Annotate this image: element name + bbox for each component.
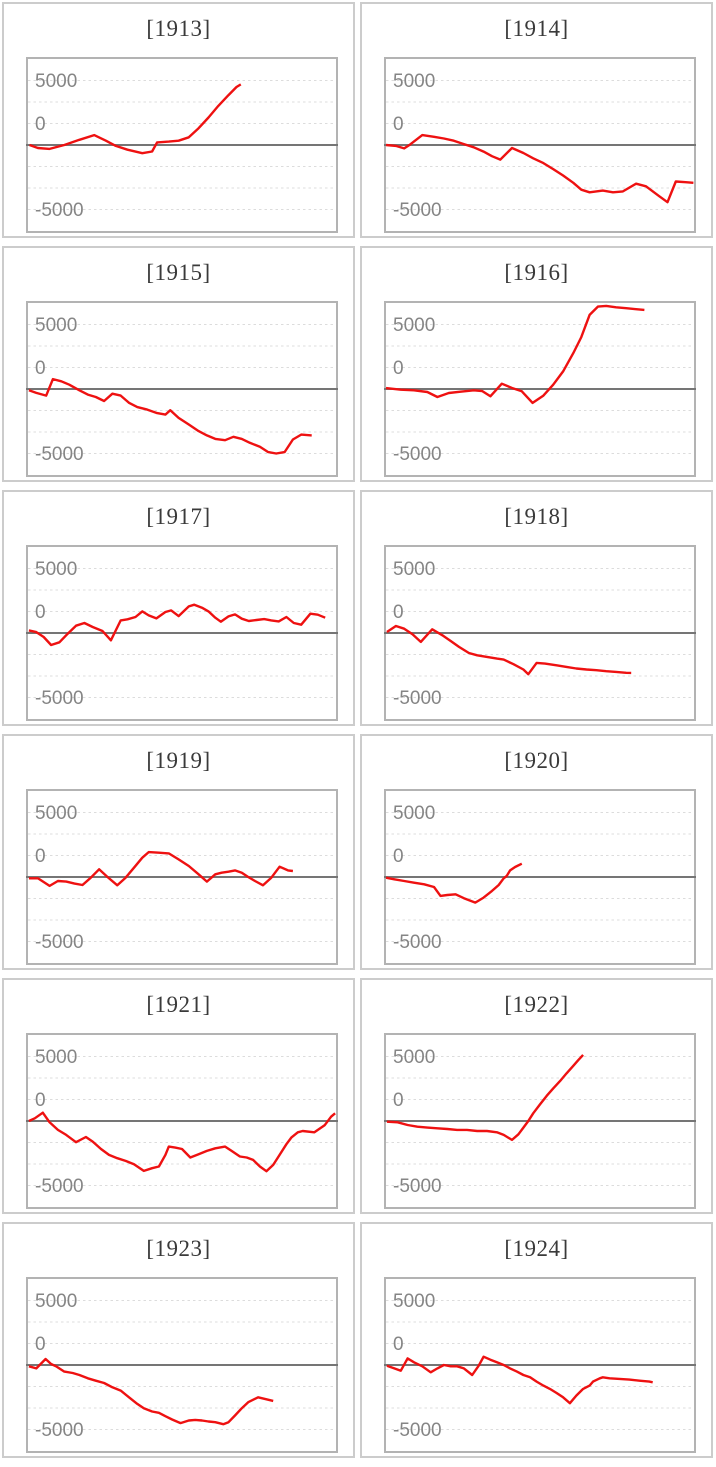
y-tick-label: 5000 (393, 315, 435, 336)
data-line-1924 (386, 1355, 653, 1405)
chart-canvas: 5000 0 -5000 (26, 1047, 338, 1197)
data-line-1920 (385, 862, 523, 904)
chart-tile-1917: [1917] 5000 0 -5000 (2, 490, 355, 726)
chart-tile-1914: [1914] 5000 0 -5000 (360, 2, 713, 238)
y-tick-label: 5000 (35, 1047, 77, 1068)
chart-title-1918: [1918] (504, 504, 569, 529)
data-line-1923 (28, 1357, 274, 1426)
y-tick-label: 0 (35, 1090, 46, 1111)
chart-tile-1924: [1924] 5000 0 -5000 (360, 1222, 713, 1458)
data-line-1919 (28, 850, 294, 888)
chart-canvas: 5000 0 -5000 (26, 1291, 338, 1441)
y-tick-label: 0 (393, 1090, 404, 1111)
chart-tile-1921: [1921] 5000 0 -5000 (2, 978, 355, 1214)
chart-title-1922: [1922] (504, 992, 569, 1017)
y-tick-label: -5000 (393, 1176, 442, 1197)
y-tick-label: -5000 (35, 1420, 84, 1441)
chart-canvas: 5000 0 -5000 (26, 71, 338, 221)
chart-canvas: 5000 0 -5000 (26, 803, 338, 953)
y-tick-label: 0 (393, 602, 404, 623)
chart-canvas: 5000 0 -5000 (384, 71, 696, 221)
chart-title-1914: [1914] (504, 16, 569, 41)
chart-tile-1922: [1922] 5000 0 -5000 (360, 978, 713, 1214)
y-tick-label: 5000 (35, 559, 77, 580)
chart-title-1920: [1920] (504, 748, 569, 773)
chart-title-1924: [1924] (504, 1236, 569, 1261)
plot-area: 5000 0 -5000 (26, 1033, 338, 1209)
data-line-1921 (28, 1111, 336, 1173)
chart-tile-1918: [1918] 5000 0 -5000 (360, 490, 713, 726)
y-tick-label: -5000 (393, 1420, 442, 1441)
data-line-1918 (386, 624, 632, 676)
y-tick-label: -5000 (35, 444, 84, 465)
chart-tile-1916: [1916] 5000 0 -5000 (360, 246, 713, 482)
data-line-1913 (29, 83, 242, 155)
y-tick-label: -5000 (35, 1176, 84, 1197)
chart-title-1915: [1915] (146, 260, 211, 285)
y-tick-label: -5000 (35, 932, 84, 953)
plot-area: 5000 0 -5000 (26, 545, 338, 721)
chart-tile-1920: [1920] 5000 0 -5000 (360, 734, 713, 970)
chart-canvas: 5000 0 -5000 (26, 315, 338, 465)
plot-area: 5000 0 -5000 (384, 301, 696, 477)
y-tick-label: 0 (35, 846, 46, 867)
y-tick-label: -5000 (35, 200, 84, 221)
y-tick-label: -5000 (35, 688, 84, 709)
plot-area: 5000 0 -5000 (384, 545, 696, 721)
y-tick-label: -5000 (393, 688, 442, 709)
chart-title-1923: [1923] (146, 1236, 211, 1261)
data-line-1917 (28, 603, 326, 647)
plot-area: 5000 0 -5000 (384, 1033, 696, 1209)
chart-title-1916: [1916] (504, 260, 569, 285)
chart-title-1913: [1913] (146, 16, 211, 41)
chart-title-1921: [1921] (146, 992, 211, 1017)
data-line-1914 (385, 133, 694, 204)
y-tick-label: 5000 (35, 71, 77, 92)
data-line-1916 (385, 304, 645, 405)
y-tick-label: 0 (393, 358, 404, 379)
chart-canvas: 5000 0 -5000 (384, 304, 696, 465)
chart-tile-1923: [1923] 5000 0 -5000 (2, 1222, 355, 1458)
plot-area: 5000 0 -5000 (384, 57, 696, 233)
y-tick-label: 5000 (393, 803, 435, 824)
data-line-1915 (28, 377, 312, 455)
y-tick-label: 0 (35, 1334, 46, 1355)
chart-canvas: 5000 0 -5000 (26, 559, 338, 709)
plot-area: 5000 0 -5000 (26, 57, 338, 233)
y-tick-label: 5000 (393, 559, 435, 580)
y-tick-label: -5000 (393, 932, 442, 953)
y-tick-label: 5000 (393, 71, 435, 92)
y-tick-label: 5000 (393, 1047, 435, 1068)
chart-canvas: 5000 0 -5000 (384, 1291, 696, 1441)
chart-canvas: 5000 0 -5000 (384, 559, 696, 709)
y-tick-label: 5000 (393, 1291, 435, 1312)
chart-canvas: 5000 0 -5000 (384, 1047, 696, 1197)
plot-area: 5000 0 -5000 (384, 1277, 696, 1453)
plot-area: 5000 0 -5000 (26, 301, 338, 477)
chart-tile-1915: [1915] 5000 0 -5000 (2, 246, 355, 482)
plot-area: 5000 0 -5000 (384, 789, 696, 965)
chart-tile-1913: [1913] 5000 0 -5000 (2, 2, 355, 238)
chart-tile-1919: [1919] 5000 0 -5000 (2, 734, 355, 970)
y-tick-label: -5000 (393, 444, 442, 465)
y-tick-label: 0 (35, 114, 46, 135)
y-tick-label: 0 (35, 602, 46, 623)
y-tick-label: 0 (393, 114, 404, 135)
y-tick-label: 5000 (35, 803, 77, 824)
y-tick-label: 5000 (35, 1291, 77, 1312)
chart-title-1919: [1919] (146, 748, 211, 773)
chart-canvas: 5000 0 -5000 (384, 803, 696, 953)
data-line-1922 (386, 1054, 584, 1142)
y-tick-label: 0 (393, 846, 404, 867)
chart-title-1917: [1917] (146, 504, 211, 529)
plot-area: 5000 0 -5000 (26, 1277, 338, 1453)
y-tick-label: -5000 (393, 200, 442, 221)
y-tick-label: 0 (393, 1334, 404, 1355)
plot-area: 5000 0 -5000 (26, 789, 338, 965)
y-tick-label: 5000 (35, 315, 77, 336)
y-tick-label: 0 (35, 358, 46, 379)
